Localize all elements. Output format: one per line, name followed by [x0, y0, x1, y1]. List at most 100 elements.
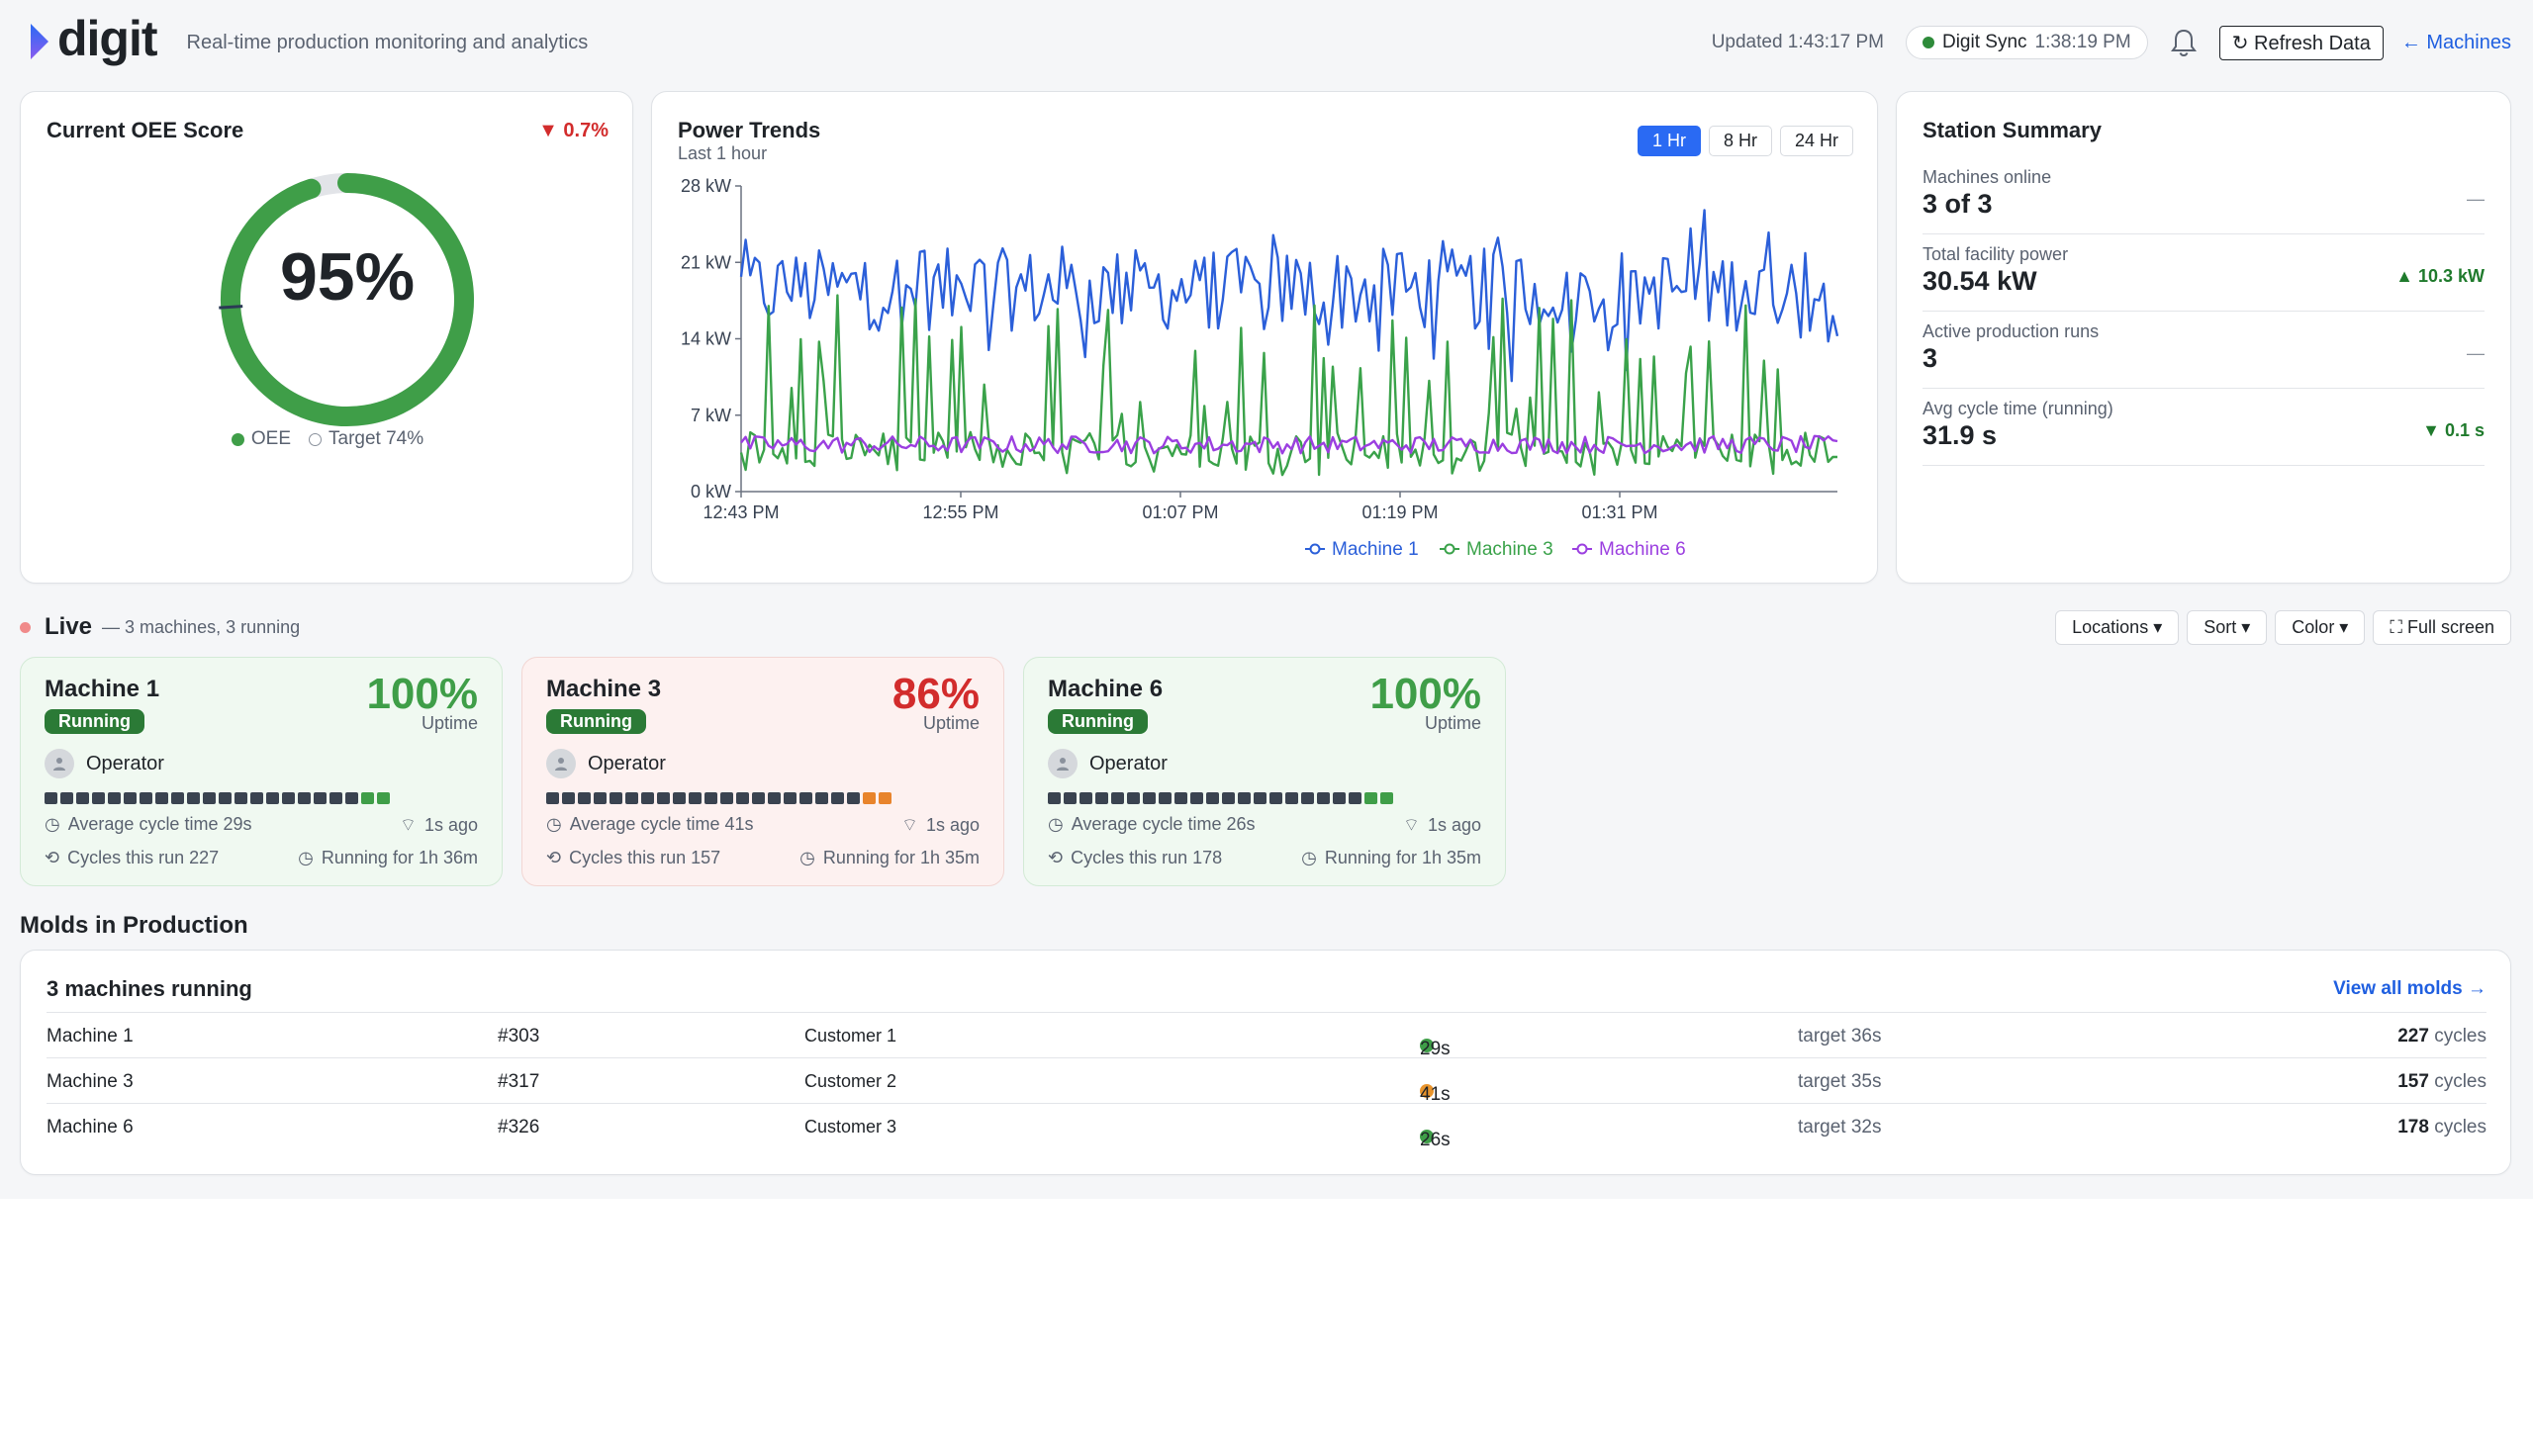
molds-card: 3 machines running View all molds → Mach…: [20, 950, 2511, 1175]
legend-oee-label: OEE: [250, 428, 291, 449]
legend-oee: OEE: [231, 428, 291, 450]
molds-heading: 3 machines running: [47, 976, 252, 1001]
locations-dropdown[interactable]: Locations ▾: [2055, 609, 2180, 645]
table-row[interactable]: Machine 3 #317 Customer 2 41s target 35s…: [47, 1057, 2486, 1105]
x-tick-label: 12:43 PM: [703, 502, 779, 522]
sync-status[interactable]: Digit Sync 1:38:19 PM: [1905, 26, 2148, 59]
cycle-segment: [60, 792, 73, 804]
summary-row-active-runs: Active production runs 3 —: [1923, 312, 2485, 389]
summary-value: 30.54 kW: [1923, 266, 2037, 296]
range-24hr-button[interactable]: 24 Hr: [1779, 126, 1853, 156]
station-summary-card: Station Summary Machines online 3 of 3 —…: [1896, 91, 2511, 584]
range-selector: 1 Hr 8 Hr 24 Hr: [1637, 126, 1853, 156]
y-tick-label: 14 kW: [681, 329, 731, 349]
machine-name: Machine 6: [1048, 676, 1164, 702]
y-tick-label: 28 kW: [681, 176, 731, 196]
row-cycle-text: 41s: [1420, 1084, 1451, 1105]
cycle-segment: [187, 792, 200, 804]
cycle-segment: [610, 792, 622, 804]
range-8hr-button[interactable]: 8 Hr: [1708, 126, 1772, 156]
full-screen-button[interactable]: ⛶ Full screen: [2373, 609, 2511, 645]
cycle-history-bar: [1048, 792, 1393, 804]
cycle-segment: [345, 792, 358, 804]
cycle-segment: [625, 792, 638, 804]
header-actions: Updated 1:43:17 PM Digit Sync 1:38:19 PM…: [1712, 25, 2511, 60]
summary-label: Machines online: [1923, 167, 2052, 187]
brand-name: digit: [57, 11, 158, 66]
summary-value: 3 of 3: [1923, 189, 1993, 219]
avatar: [45, 749, 74, 778]
table-row[interactable]: Machine 6 #326 Customer 3 26s target 32s…: [47, 1103, 2486, 1150]
series-line-machine-1: [739, 209, 1839, 383]
table-row[interactable]: Machine 1 #303 Customer 1 29s target 36s…: [47, 1012, 2486, 1059]
sync-label: Digit Sync: [1941, 32, 2027, 52]
cycle-segment: [219, 792, 232, 804]
row-count-value: 178: [2397, 1117, 2429, 1138]
row-count-value: 227: [2397, 1026, 2429, 1046]
cycle-segment: [266, 792, 279, 804]
operator: Operator: [1048, 749, 1168, 778]
cycle-segment: [361, 792, 374, 804]
row-count-value: 157: [2397, 1071, 2429, 1092]
row-customer: Customer 3: [804, 1117, 897, 1137]
summary-value: 31.9 s: [1923, 420, 1998, 450]
view-all-molds-link[interactable]: View all molds →: [2333, 978, 2486, 999]
oee-gauge: [219, 173, 474, 426]
notifications-button[interactable]: [2166, 25, 2202, 60]
user-icon: [555, 758, 567, 771]
row-customer: Customer 2: [804, 1071, 897, 1091]
cycle-segment: [1349, 792, 1361, 804]
color-dropdown[interactable]: Color ▾: [2275, 609, 2366, 645]
machine-card-3[interactable]: Machine 3 Running 86% Uptime Operator ◷ A…: [521, 657, 1004, 886]
sort-dropdown[interactable]: Sort ▾: [2187, 609, 2268, 645]
oee-dot-icon: [231, 432, 244, 446]
user-icon: [1057, 758, 1069, 771]
running-for-text: Running for 1h 36m: [321, 848, 478, 867]
operator: Operator: [45, 749, 164, 778]
live-controls: Locations ▾ Sort ▾ Color ▾ ⛶ Full screen: [2055, 609, 2511, 645]
user-icon: [53, 758, 65, 771]
cycle-segment: [546, 792, 559, 804]
series-line-machine-6: [740, 434, 1838, 455]
cycle-segment: [1048, 792, 1061, 804]
cycle-segment: [1301, 792, 1314, 804]
gauge-arc: [221, 173, 474, 426]
uptime-label: Uptime: [922, 713, 980, 733]
status-dot-icon: [1922, 37, 1934, 48]
avg-cycle-text: Average cycle time 41s: [569, 814, 754, 834]
cycles-text: Cycles this run 227: [67, 848, 220, 867]
cycle-segment: [1095, 792, 1108, 804]
cycle-segment: [1254, 792, 1266, 804]
cycle-segment: [1174, 792, 1187, 804]
uptime-value: 100%: [366, 670, 478, 718]
y-tick-label: 0 kW: [691, 482, 731, 501]
machines-link[interactable]: ← Machines: [2400, 31, 2511, 53]
digit-logo-icon: [31, 24, 48, 59]
wifi-icon: ⌔: [400, 815, 417, 835]
refresh-data-button[interactable]: ↻ Refresh Data: [2218, 25, 2384, 60]
machine-card-6[interactable]: Machine 6 Running 100% Uptime Operator ◷…: [1023, 657, 1506, 886]
cycle-segment: [879, 792, 891, 804]
summary-row-machines-online: Machines online 3 of 3 —: [1923, 157, 2485, 234]
cycle-segment: [1269, 792, 1282, 804]
range-1hr-button[interactable]: 1 Hr: [1637, 126, 1701, 156]
row-count: 227 cycles: [2397, 1026, 2486, 1047]
brand-logo[interactable]: digit: [28, 14, 158, 63]
oee-card: Current OEE Score ▼ 0.7% 95% OEE Target …: [20, 91, 633, 584]
legend-target: Target 74%: [309, 428, 423, 450]
clock-icon: ◷: [1301, 848, 1317, 867]
uptime-value: 86%: [891, 670, 980, 718]
last-seen: ⌔ 1s ago: [901, 814, 980, 837]
cycle-segment: [594, 792, 607, 804]
cycle-segment: [831, 792, 844, 804]
machine-card-1[interactable]: Machine 1 Running 100% Uptime Operator ◷…: [20, 657, 503, 886]
cycles-this-run: ⟲ Cycles this run 178: [1048, 848, 1222, 868]
operator-label: Operator: [1089, 752, 1168, 774]
running-for: ◷ Running for 1h 35m: [1301, 848, 1481, 868]
series-line-machine-3: [739, 294, 1837, 477]
cycle-segment: [1127, 792, 1140, 804]
cycle-segment: [578, 792, 591, 804]
cycle-segment: [704, 792, 717, 804]
cycle-segment: [155, 792, 168, 804]
row-target: target 32s: [1798, 1117, 1882, 1138]
